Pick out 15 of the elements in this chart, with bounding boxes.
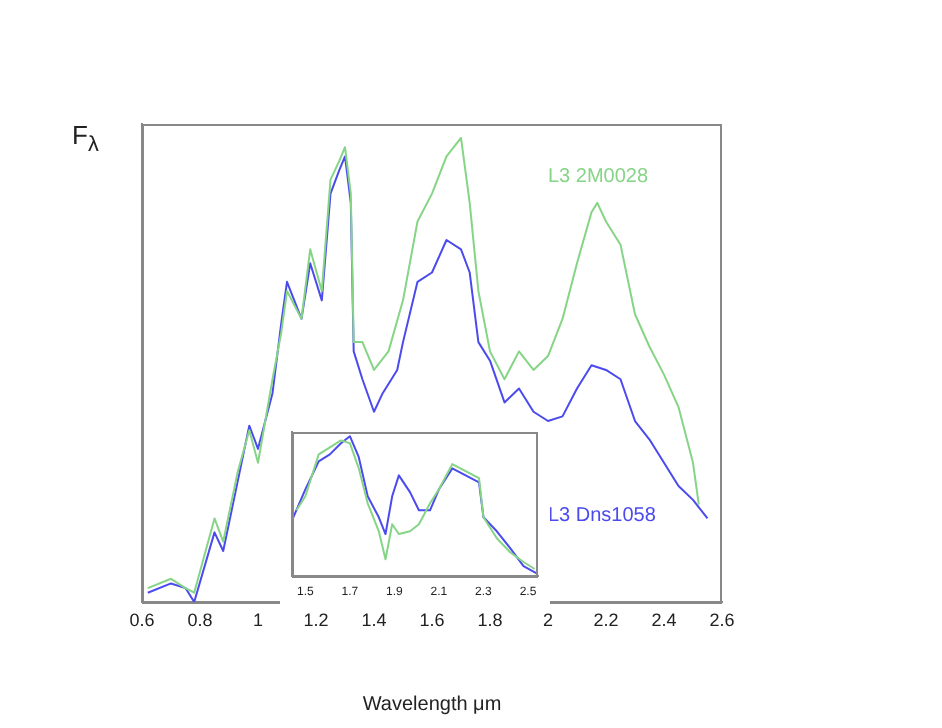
- series-label: L3 Dns1058: [548, 505, 657, 528]
- x-axis-title: Wavelength μm: [362, 693, 502, 716]
- x-tick-label: 0.8: [187, 609, 213, 630]
- x-tick-label: 2.4: [651, 609, 677, 630]
- y-axis-title: F$_{λ}$: [72, 120, 99, 158]
- x-tick-label: 1.2: [303, 609, 329, 630]
- x-tick-label: 2.2: [593, 609, 619, 630]
- x-tick-label: 1.8: [477, 609, 503, 630]
- x-tick-label: 2: [542, 609, 554, 630]
- x-tick-label: 1.4: [361, 609, 387, 630]
- x-tick-label: 1.6: [419, 609, 445, 630]
- x-tick-label: 1: [252, 609, 264, 630]
- x-tick-label: 2.6: [709, 609, 735, 630]
- series-label: L3 2M0028: [548, 166, 649, 189]
- x-tick-label: 0.6: [129, 609, 155, 630]
